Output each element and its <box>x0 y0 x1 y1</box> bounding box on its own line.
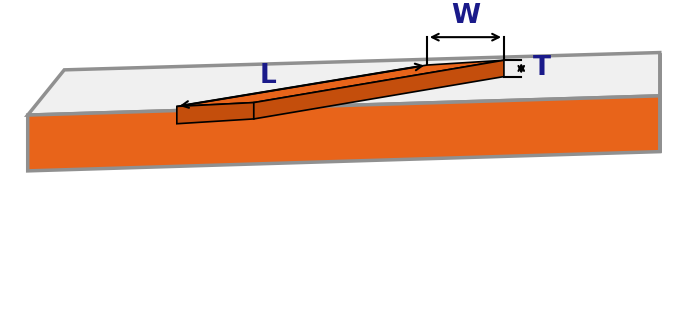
Polygon shape <box>177 60 504 107</box>
Text: W: W <box>451 4 480 29</box>
Polygon shape <box>254 60 504 119</box>
Text: L: L <box>260 63 276 89</box>
Polygon shape <box>28 96 660 171</box>
Text: T: T <box>533 55 551 81</box>
Polygon shape <box>28 52 660 115</box>
Polygon shape <box>177 103 254 124</box>
